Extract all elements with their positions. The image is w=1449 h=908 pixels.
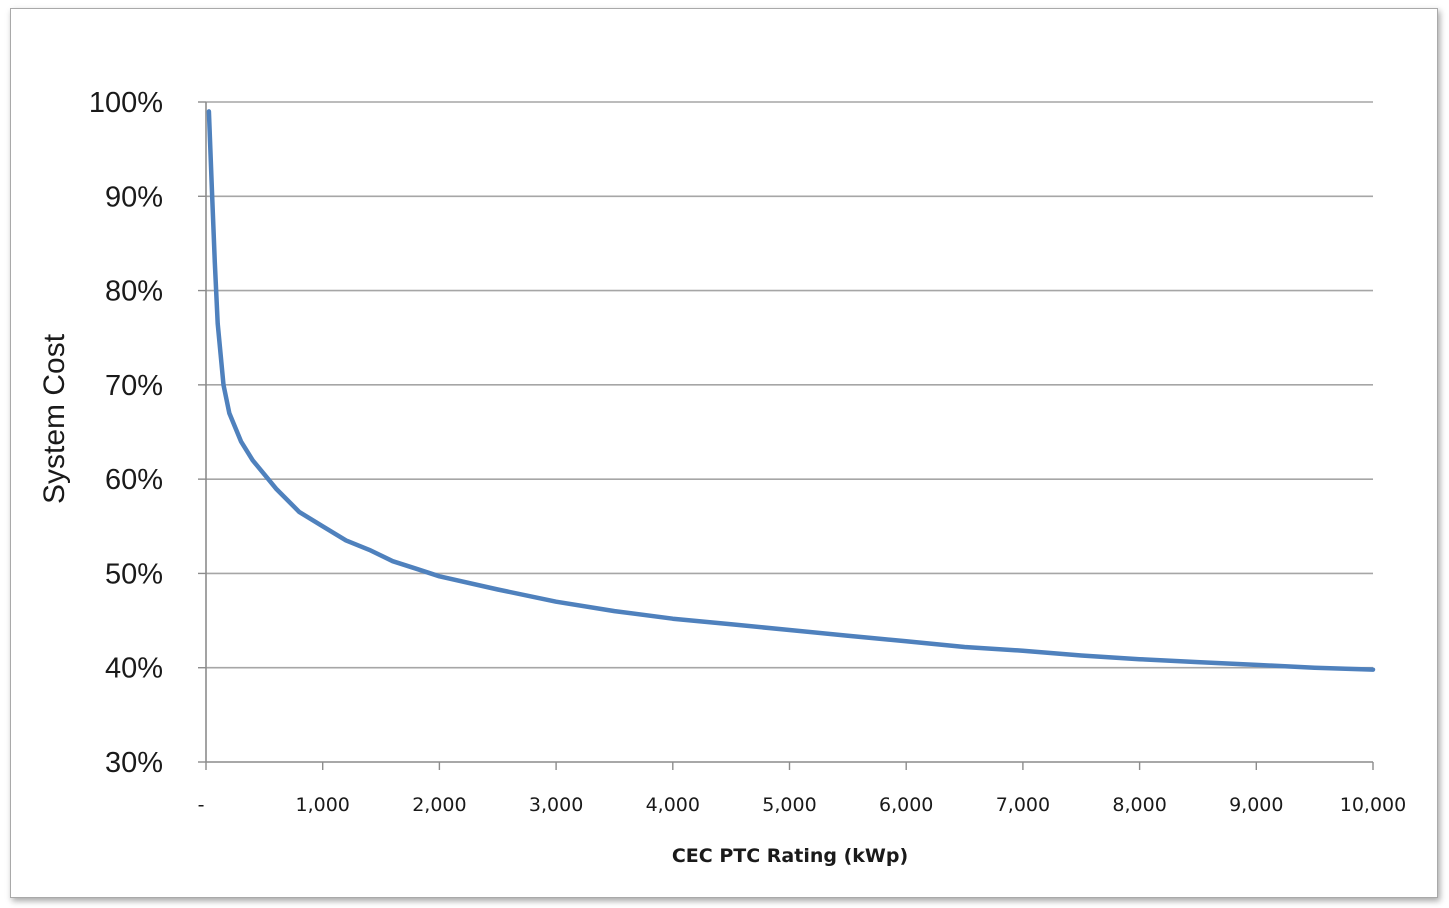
x-tick-label: - — [198, 794, 205, 816]
y-tick-labels: 30% 40% 50% 60% 70% 80% 90% 100% — [89, 87, 163, 779]
y-tick-label: 30% — [105, 747, 163, 779]
x-tick-labels: - 1,000 2,000 3,000 4,000 5,000 6,000 7,000 8,00… — [198, 794, 1407, 816]
x-tick-label: 7,000 — [996, 794, 1050, 816]
series-layer — [206, 109, 1376, 672]
x-tick-label: 1,000 — [295, 794, 349, 816]
y-axis-title: System Cost — [38, 333, 71, 504]
y-tick-label: 50% — [105, 558, 163, 590]
x-tick-label: 8,000 — [1112, 794, 1166, 816]
y-tick-label: 40% — [105, 653, 163, 685]
y-tick-label: 80% — [105, 276, 163, 308]
y-tick-label: 100% — [89, 87, 163, 119]
x-tick-label: 10,000 — [1340, 794, 1406, 816]
y-tick-label: 60% — [105, 464, 163, 496]
x-tick-label: 5,000 — [762, 794, 816, 816]
x-tick-label: 9,000 — [1229, 794, 1283, 816]
y-tick-label: 70% — [105, 370, 163, 402]
x-tick-label: 6,000 — [879, 794, 933, 816]
x-tick-label: 3,000 — [529, 794, 583, 816]
axes — [198, 101, 1374, 770]
x-tick-label: 4,000 — [646, 794, 700, 816]
y-tick-label: 90% — [105, 181, 163, 213]
series-line — [206, 109, 1376, 672]
x-axis-title: CEC PTC Rating (kWp) — [672, 845, 908, 867]
x-tick-label: 2,000 — [412, 794, 466, 816]
gridlines — [206, 101, 1373, 669]
